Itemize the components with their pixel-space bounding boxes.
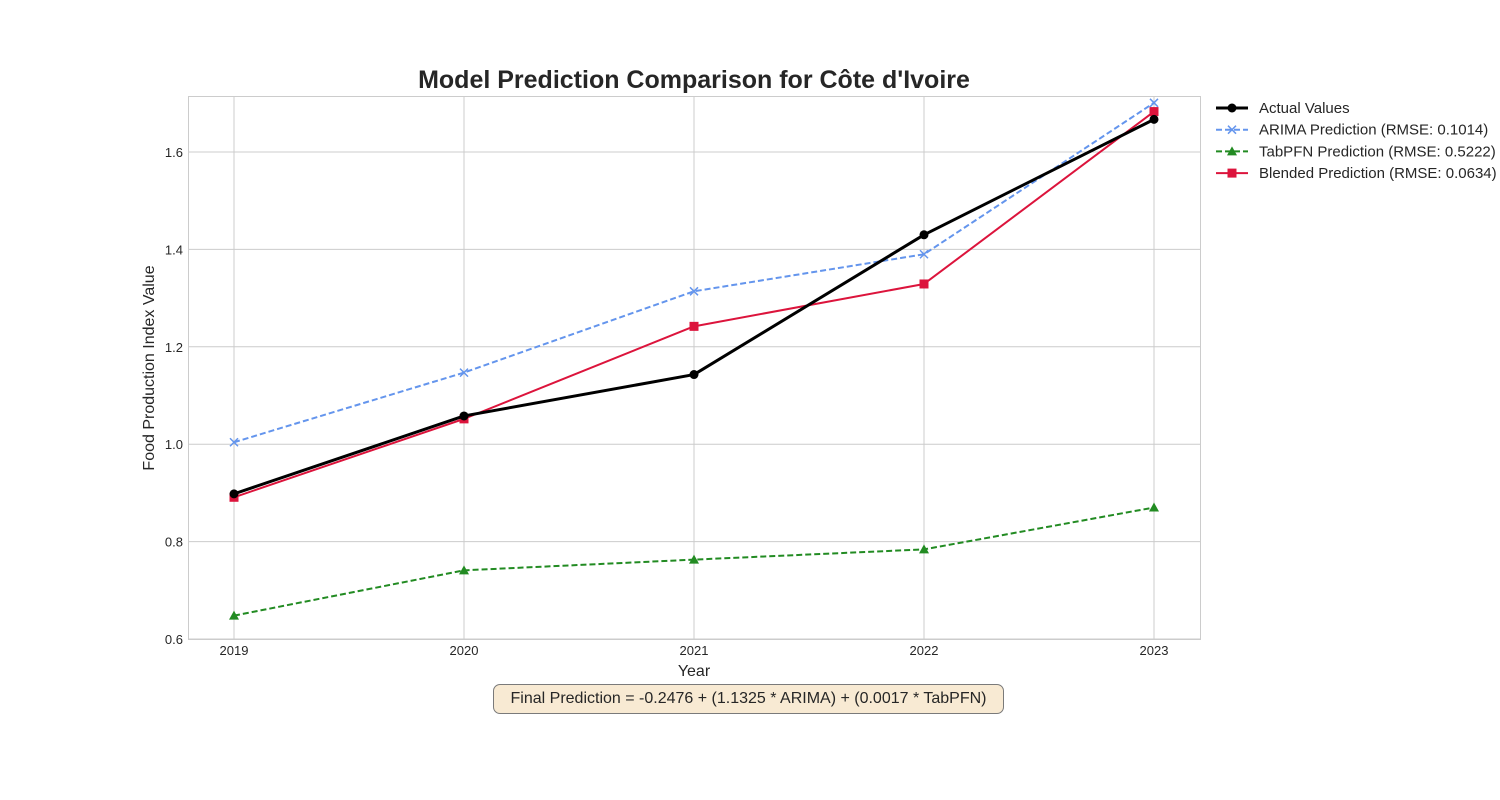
series-lines [229,98,1159,620]
data-point [689,286,699,296]
legend-label: Actual Values [1259,100,1350,117]
y-tick-label: 1.0 [165,437,183,452]
plot-frame [188,96,1201,640]
legend-label: ARIMA Prediction (RMSE: 0.1014) [1259,122,1488,139]
data-point [1149,114,1159,124]
legend-marker [1227,103,1237,113]
data-point [1149,98,1159,108]
data-point [229,489,239,499]
data-point [459,368,469,378]
data-point [919,544,929,554]
legend-label: Blended Prediction (RMSE: 0.0634) [1259,165,1497,182]
x-tick-label: 2022 [910,643,939,658]
legend-label: TabPFN Prediction (RMSE: 0.5222) [1259,143,1496,160]
y-tick-label: 1.2 [165,340,183,355]
chart-title: Model Prediction Comparison for Côte d'I… [418,66,970,94]
legend-entry: Actual Values [1216,100,1350,117]
x-tick-label: 2019 [220,643,249,658]
data-point [459,411,469,421]
legend-entry: Blended Prediction (RMSE: 0.0634) [1216,165,1497,182]
data-point [919,249,929,259]
x-tick-label: 2023 [1140,643,1169,658]
data-point [459,565,469,575]
data-point [689,370,699,380]
series-1 [229,98,1159,447]
x-tick-label: 2021 [680,643,709,658]
data-point [919,230,929,240]
y-tick-label: 1.6 [165,145,183,160]
data-point [689,554,699,564]
y-tick-label: 0.6 [165,632,183,647]
series-2 [229,502,1159,620]
legend-entry: ARIMA Prediction (RMSE: 0.1014) [1216,122,1488,139]
tick-labels: 2019 2020 2021 2022 2023 0.6 0.8 1.0 1.2 1.4 1.6 [165,145,1169,658]
x-tick-label: 2020 [450,643,479,658]
data-point [1149,107,1159,117]
legend-marker [1227,125,1237,135]
series-0 [229,114,1159,499]
y-tick-label: 0.8 [165,535,183,550]
y-tick-label: 1.4 [165,242,183,257]
formula-annotation: Final Prediction = -0.2476 + (1.1325 * A… [493,684,1004,714]
legend-marker [1227,146,1237,156]
data-point [919,279,929,289]
y-axis-label: Food Production Index Value [141,265,158,470]
data-point [229,610,239,620]
data-point [1149,502,1159,512]
data-point [229,437,239,447]
legend: Actual Values ARIMA Prediction (RMSE: 0.1… [1216,100,1497,182]
data-point [689,321,699,331]
legend-entry: TabPFN Prediction (RMSE: 0.5222) [1216,143,1496,160]
legend-marker [1227,168,1237,178]
x-axis-label: Year [678,663,711,680]
